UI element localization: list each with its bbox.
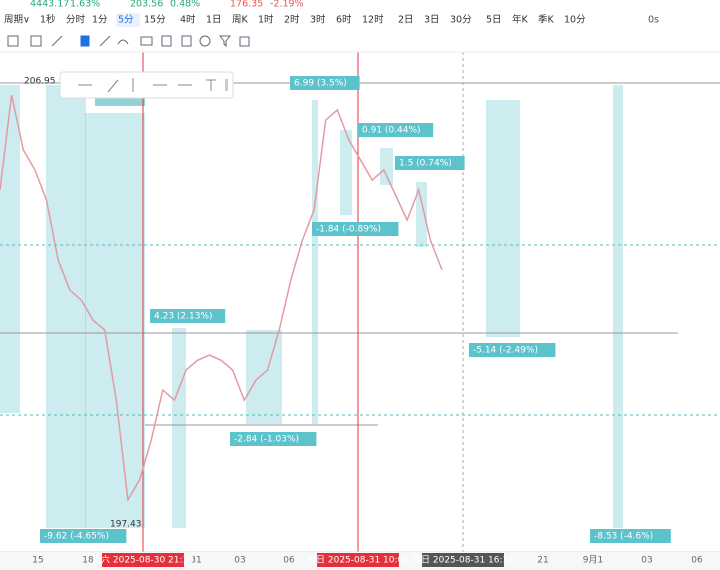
x-axis-label: 18 — [82, 556, 94, 566]
period-tab[interactable]: 15分 — [144, 15, 166, 26]
period-tab[interactable]: 分时 — [66, 14, 86, 26]
period-tab[interactable]: 5日 — [486, 15, 502, 26]
period-tab[interactable]: 周期∨ — [4, 15, 30, 26]
annotation-text: -2.84 (-1.03%) — [234, 435, 299, 445]
period-tab[interactable]: 1日 — [206, 15, 222, 26]
annotation-text: -9.62 (-4.65%) — [44, 532, 109, 542]
period-tab[interactable]: 4时 — [180, 14, 196, 26]
period-active-bg — [116, 13, 140, 27]
floating-toolbar[interactable] — [59, 71, 234, 99]
annotation-text: -5.14 (-2.49%) — [473, 346, 538, 356]
annotation-box — [469, 343, 556, 357]
annotation-box — [358, 123, 434, 137]
ticker-change: 0.48% — [170, 0, 200, 10]
x-axis-label: 06 — [691, 556, 703, 566]
countdown: 0s — [648, 15, 659, 26]
annotation-box — [395, 156, 465, 170]
annotation-text: 4.23 (2.13%) — [154, 312, 213, 322]
price-label-high: 206.95 — [24, 77, 56, 87]
x-axis-label: 31 — [190, 556, 201, 566]
x-axis-label: 03 — [234, 556, 245, 566]
crosshair-label: 周六 2025-08-30 21:15 — [92, 554, 194, 566]
price-label-low: 197.43 — [110, 520, 142, 530]
period-tab[interactable]: 2日 — [398, 15, 414, 26]
annotation-box — [312, 222, 399, 236]
period-tab[interactable]: 3时 — [310, 14, 326, 26]
period-tab[interactable]: 10分 — [564, 15, 586, 26]
ticker-price: 176.35 — [230, 0, 263, 10]
crosshair-label: 周日 2025-08-31 10:00 — [307, 555, 409, 566]
period-tab[interactable]: 30分 — [450, 15, 472, 26]
period-tab[interactable]: 1分 — [92, 15, 108, 26]
annotation-box — [290, 76, 360, 90]
period-tab[interactable]: 3日 — [424, 15, 440, 26]
annotation-box — [150, 309, 226, 323]
ticker-change: 1.63% — [70, 0, 100, 10]
period-tab[interactable]: 2时 — [284, 14, 300, 26]
price-line — [0, 94, 443, 503]
annotation-text: 6.99 (3.5%) — [294, 79, 347, 89]
period-tab[interactable]: 季K — [538, 14, 555, 26]
crosshair-label: 周日 2025-08-31 16:15 — [412, 555, 514, 566]
period-tab[interactable]: 周K — [232, 15, 249, 26]
x-axis-label: 21 — [537, 556, 548, 566]
annotation-text: 0.91 (0.44%) — [362, 126, 421, 136]
x-axis-label: 15 — [32, 556, 43, 566]
crosshair-label-bg — [102, 553, 184, 567]
period-tab[interactable]: 年K — [512, 14, 529, 26]
period-tab[interactable]: 1秒 — [40, 14, 56, 26]
crosshair-label-bg — [317, 553, 399, 567]
period-tab[interactable]: 1时 — [258, 14, 274, 26]
annotation-text: -1.84 (-0.89%) — [316, 225, 381, 235]
annotation-box — [230, 432, 317, 446]
period-tab[interactable]: 12时 — [362, 14, 384, 26]
x-axis-label: 03 — [641, 556, 652, 566]
ticker-change: -2.19% — [270, 0, 304, 10]
range-boxes — [0, 85, 623, 528]
ticker-price: 4443.17 — [30, 0, 69, 10]
annotation-box — [40, 529, 127, 543]
annotation-text: -8.53 (-4.6%) — [594, 532, 653, 542]
period-tab[interactable]: 5分 — [118, 15, 134, 26]
annotation-text: 1.5 (0.74%) — [399, 159, 452, 169]
tool-icons[interactable] — [7, 35, 250, 48]
period-tab[interactable]: 6时 — [336, 14, 352, 26]
ticker-price: 203.56 — [130, 0, 163, 10]
x-axis-label: 06 — [283, 556, 295, 566]
x-axis-label: 9月1 — [583, 555, 603, 566]
crosshair-label-bg — [422, 553, 504, 567]
annotation-box — [590, 529, 671, 543]
